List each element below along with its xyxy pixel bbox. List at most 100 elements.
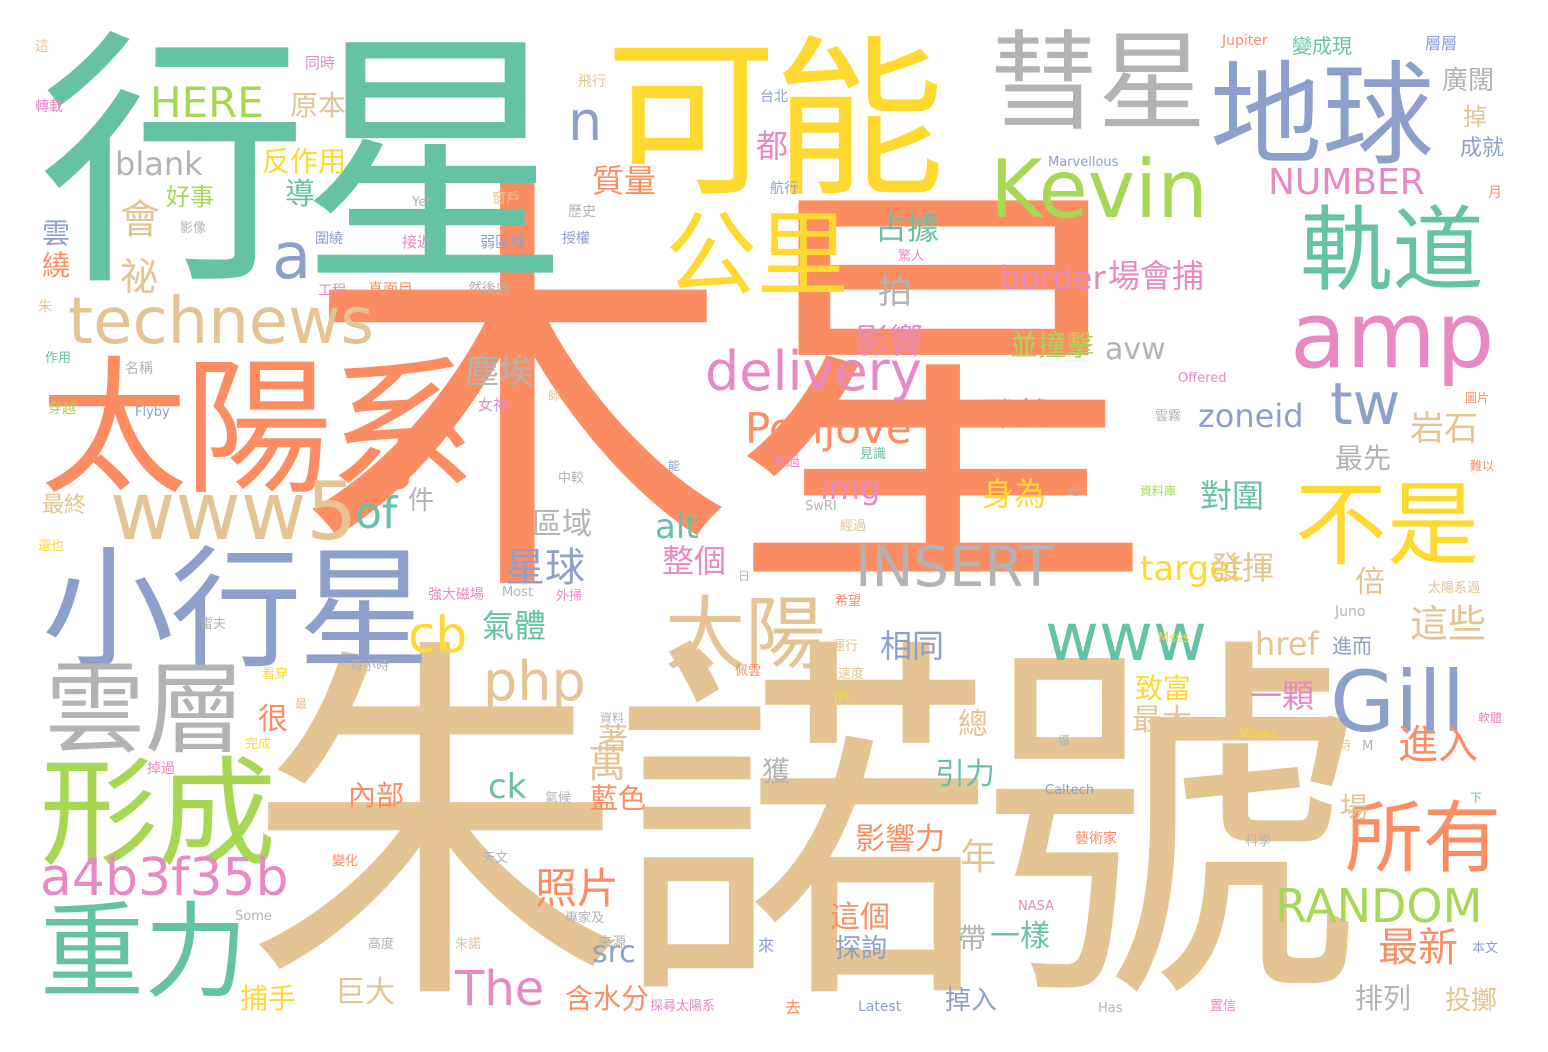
word: 一顆 bbox=[1250, 677, 1315, 715]
word: 這些 bbox=[1410, 602, 1487, 646]
word: 圖片 bbox=[1465, 391, 1490, 405]
word: 影響力 bbox=[855, 822, 945, 857]
word: 巨大 bbox=[335, 975, 395, 1010]
word: href bbox=[1255, 625, 1319, 663]
word: technews bbox=[68, 285, 374, 359]
word: 木星 bbox=[300, 144, 1160, 651]
word: 師 bbox=[548, 389, 561, 403]
word: 雲霧 bbox=[1155, 409, 1182, 424]
word: a4b3f35b bbox=[40, 848, 289, 908]
word: 比特 bbox=[910, 687, 938, 703]
word: 質量 bbox=[592, 162, 657, 200]
word: 這 bbox=[35, 39, 49, 55]
word: Views bbox=[1240, 727, 1278, 742]
word: 外掃 bbox=[556, 589, 583, 604]
word: 最終 bbox=[42, 493, 87, 518]
word: 不是 bbox=[1295, 472, 1480, 579]
word: 投擲 bbox=[1445, 986, 1498, 1016]
word: 同時 bbox=[305, 54, 336, 72]
word: 重力 bbox=[40, 891, 249, 1013]
word: ck bbox=[488, 767, 527, 807]
word: 彗星 bbox=[990, 21, 1207, 146]
word: 穿越 bbox=[48, 401, 76, 417]
word: 繞 bbox=[42, 249, 71, 282]
word: INSERT bbox=[855, 535, 1054, 600]
word: 發揮 bbox=[1210, 549, 1275, 587]
word: 近 bbox=[1068, 484, 1081, 498]
word: 進而 bbox=[1332, 634, 1372, 658]
word: 置信 bbox=[1210, 999, 1237, 1014]
word: 高度 bbox=[368, 937, 395, 952]
word: 變化 bbox=[332, 854, 359, 869]
word: JPL bbox=[834, 691, 853, 706]
word: 朱諾號 bbox=[245, 608, 1361, 1051]
word: 每小時 bbox=[350, 659, 390, 674]
word: 捕手 bbox=[240, 982, 297, 1015]
word: 整個 bbox=[662, 542, 727, 580]
word: blank bbox=[115, 145, 203, 183]
word: 塵埃 bbox=[465, 352, 533, 392]
word: alt bbox=[655, 507, 699, 547]
word: 朱 bbox=[38, 299, 52, 315]
word: 影像 bbox=[180, 221, 207, 236]
word: 掉過 bbox=[147, 761, 175, 777]
word: 佩雲 bbox=[735, 664, 762, 679]
word: 來 bbox=[758, 936, 775, 955]
word: 星球 bbox=[505, 545, 585, 591]
word: Latest bbox=[858, 999, 902, 1015]
word: n bbox=[568, 90, 603, 153]
word: Marvellous bbox=[1048, 155, 1119, 170]
word: target bbox=[1140, 549, 1244, 589]
word: 形成 bbox=[40, 745, 277, 883]
word: 窗戶 bbox=[492, 191, 520, 207]
word: 對圍 bbox=[1200, 477, 1265, 515]
word: 可能 bbox=[605, 20, 945, 221]
word: 弱區域 bbox=[480, 233, 526, 251]
word: 軟體 bbox=[1478, 711, 1503, 725]
word: 日 bbox=[738, 569, 751, 583]
word: 然後向 bbox=[468, 281, 510, 297]
word: 祕 bbox=[120, 255, 159, 299]
word: The bbox=[455, 961, 545, 1017]
word: 軌道 bbox=[1300, 197, 1485, 304]
word: 太陽系過 bbox=[1428, 581, 1481, 596]
word: 還也 bbox=[38, 539, 65, 554]
word: 場 bbox=[1340, 791, 1369, 824]
word: 排列 bbox=[1355, 982, 1412, 1015]
word: 倍 bbox=[1355, 565, 1385, 600]
word: 歷史 bbox=[568, 204, 596, 220]
word: 掉 bbox=[1463, 103, 1487, 131]
word: 資料 bbox=[600, 711, 625, 725]
word: 公里 bbox=[665, 202, 850, 309]
word: 飛行 bbox=[578, 74, 606, 90]
word: Offered bbox=[1178, 371, 1227, 386]
word: 天文 bbox=[482, 851, 509, 866]
word: 好事 bbox=[166, 183, 214, 211]
word: 速度 bbox=[838, 667, 865, 682]
word: 女神 bbox=[478, 396, 509, 414]
word: 中較 bbox=[558, 471, 585, 486]
word: 照片 bbox=[535, 864, 620, 913]
word: 含水分 bbox=[565, 982, 650, 1015]
word: 藍色 bbox=[590, 782, 647, 815]
word: 占據 bbox=[875, 209, 940, 247]
word: 拍 bbox=[878, 272, 912, 312]
word: 影響 bbox=[855, 322, 923, 362]
word: 來源 bbox=[598, 935, 626, 951]
word: Juno bbox=[1335, 604, 1366, 620]
word: 導 bbox=[285, 177, 315, 212]
word: 資料庫 bbox=[1140, 484, 1177, 498]
word: 穿過 bbox=[772, 454, 800, 470]
word: 小行星 bbox=[42, 534, 430, 688]
word: 著 bbox=[598, 722, 628, 757]
word: 航行 bbox=[770, 181, 798, 197]
word: 驚人 bbox=[898, 249, 925, 264]
word: 廣闊 bbox=[1442, 66, 1495, 96]
word: 致富 bbox=[1135, 672, 1192, 705]
word: zoneid bbox=[1198, 397, 1304, 435]
word: 完成 bbox=[245, 737, 272, 752]
word: 能 bbox=[668, 459, 681, 473]
word: 並撞擊 bbox=[1010, 329, 1095, 362]
word: 藝術家 bbox=[1075, 831, 1117, 847]
